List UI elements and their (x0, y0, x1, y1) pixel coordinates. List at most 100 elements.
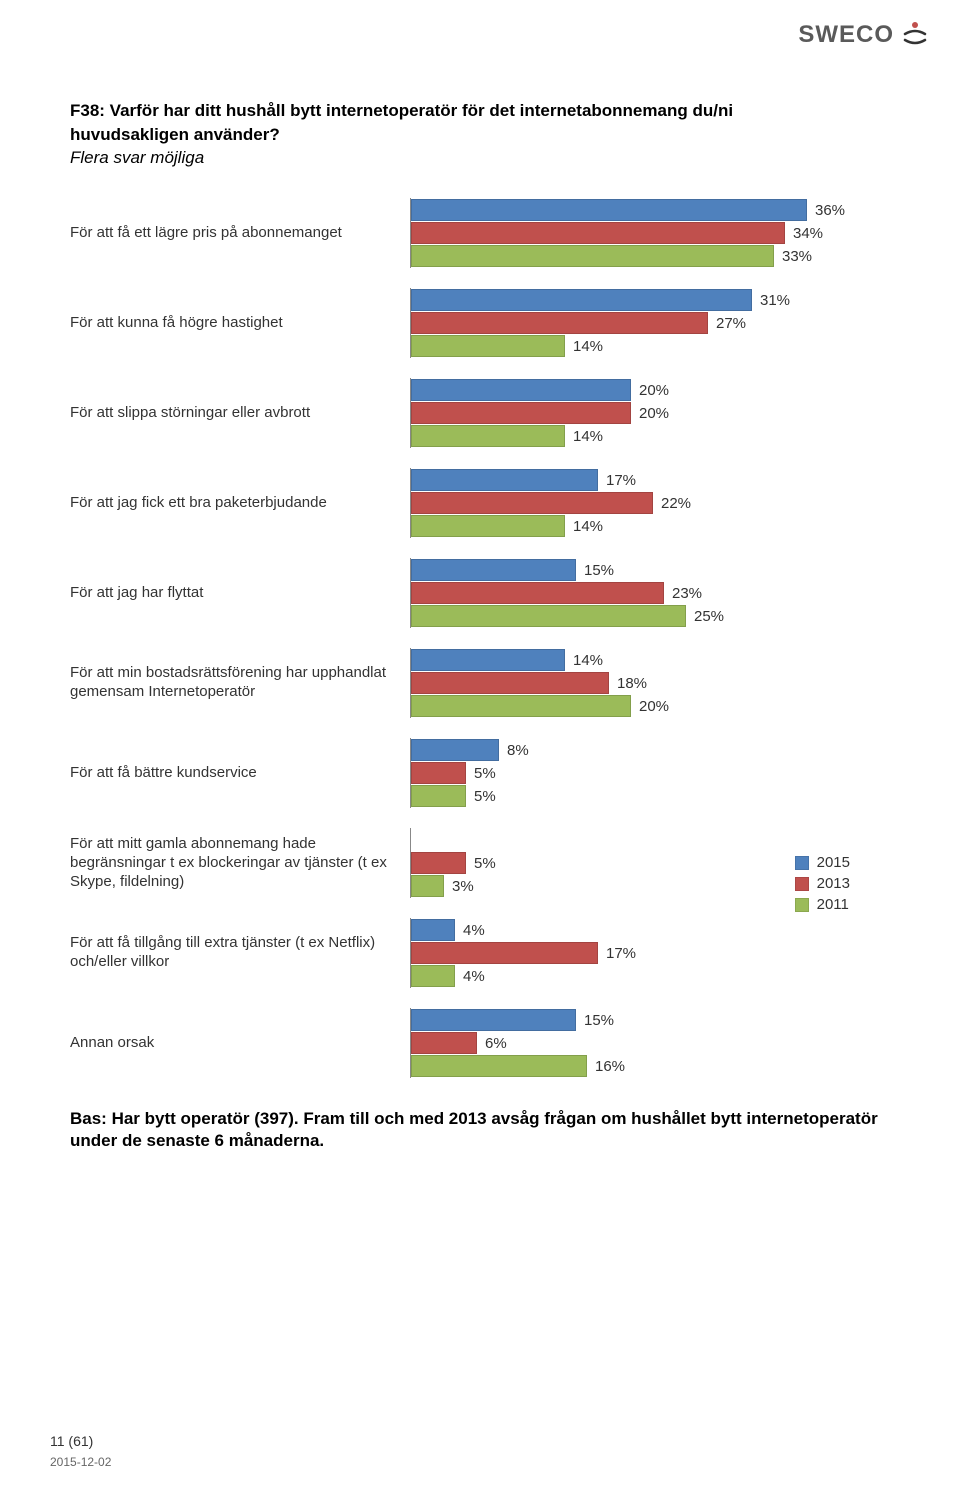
chart-row: För att få tillgång till extra tjänster … (70, 918, 890, 988)
bars-column: 4% 17% 4% (410, 918, 890, 988)
bar-value-label: 23% (672, 585, 702, 602)
bar-value-label: 5% (474, 765, 496, 782)
bar-wrap: 5% (411, 785, 890, 807)
logo: SWECO (798, 20, 930, 50)
bars-column: 15% 6% 16% (410, 1008, 890, 1078)
bar (411, 762, 466, 784)
bar-wrap: 15% (411, 1009, 890, 1031)
bar-value-label: 6% (485, 1035, 507, 1052)
bar-value-label: 3% (452, 878, 474, 895)
bar-wrap: 4% (411, 965, 890, 987)
category-label: För att jag har flyttat (70, 584, 410, 603)
legend: 201520132011 (795, 850, 850, 917)
category-label: För att slippa störningar eller avbrott (70, 404, 410, 423)
legend-label: 2013 (817, 875, 850, 892)
bar-wrap: 20% (411, 402, 890, 424)
chart-row: För att kunna få högre hastighet31%27%14… (70, 288, 890, 358)
bar (411, 312, 708, 334)
bar (411, 672, 609, 694)
chart-row: För att mitt gamla abonnemang hade begrä… (70, 828, 890, 898)
bar (411, 335, 565, 357)
bar (411, 1032, 477, 1054)
bars-column: 31%27%14% (410, 288, 890, 358)
bar-wrap: 33% (411, 245, 890, 267)
bars-column: 20% 20% 14% (410, 378, 890, 448)
legend-item: 2013 (795, 875, 850, 892)
bar (411, 559, 576, 581)
bar-wrap: 8% (411, 739, 890, 761)
bars-column: 14%18%20% (410, 648, 890, 718)
bar-value-label: 17% (606, 472, 636, 489)
page-number: 11 (61) (50, 1433, 93, 1449)
chart-title-line2: huvudsakligen använder? (70, 124, 890, 146)
bar-value-label: 20% (639, 405, 669, 422)
bar-wrap: 27% (411, 312, 890, 334)
category-label: För att mitt gamla abonnemang hade begrä… (70, 835, 410, 891)
bar-value-label: 17% (606, 945, 636, 962)
bar (411, 469, 598, 491)
bars-column: 8% 5% 5% (410, 738, 890, 808)
category-label: För att få tillgång till extra tjänster … (70, 934, 410, 972)
bar-value-label: 14% (573, 428, 603, 445)
bar-wrap: 14% (411, 649, 890, 671)
bar-wrap (411, 829, 890, 851)
logo-icon (900, 20, 930, 50)
bar-value-label: 20% (639, 382, 669, 399)
legend-swatch (795, 877, 809, 891)
bar-wrap: 20% (411, 695, 890, 717)
bar (411, 199, 807, 221)
bar (411, 1009, 576, 1031)
bar-value-label: 15% (584, 1012, 614, 1029)
legend-swatch (795, 856, 809, 870)
bar-wrap: 23% (411, 582, 890, 604)
bar-value-label: 14% (573, 652, 603, 669)
bar (411, 649, 565, 671)
chart-row: För att jag fick ett bra paketerbjudande… (70, 468, 890, 538)
bar (411, 582, 664, 604)
bar-wrap: 25% (411, 605, 890, 627)
bar-value-label: 15% (584, 562, 614, 579)
category-label: För att få bättre kundservice (70, 764, 410, 783)
bar-value-label: 25% (694, 608, 724, 625)
legend-item: 2011 (795, 896, 850, 913)
bar (411, 379, 631, 401)
bar-value-label: 33% (782, 248, 812, 265)
chart-row: För att få bättre kundservice 8% 5% 5% (70, 738, 890, 808)
bar-value-label: 4% (463, 922, 485, 939)
page-date: 2015-12-02 (50, 1455, 111, 1469)
bar (411, 875, 444, 897)
bar (411, 965, 455, 987)
bar (411, 425, 565, 447)
bar (411, 515, 565, 537)
bar-value-label: 20% (639, 698, 669, 715)
bar-wrap: 6% (411, 1032, 890, 1054)
bar (411, 942, 598, 964)
bar-wrap: 36% (411, 199, 890, 221)
bar-wrap: 31% (411, 289, 890, 311)
legend-label: 2011 (817, 896, 849, 913)
bar-wrap: 17% (411, 469, 890, 491)
bars-column: 17%22%14% (410, 468, 890, 538)
bar-value-label: 34% (793, 225, 823, 242)
bar-wrap: 15% (411, 559, 890, 581)
bar-wrap: 17% (411, 942, 890, 964)
page: SWECO F38: Varför har ditt hushåll bytt … (0, 0, 960, 1509)
bar-value-label: 16% (595, 1058, 625, 1075)
bar (411, 605, 686, 627)
bar (411, 919, 455, 941)
bar-wrap: 14% (411, 515, 890, 537)
bar-value-label: 36% (815, 202, 845, 219)
chart-subtitle: Flera svar möjliga (70, 148, 890, 168)
bar (411, 852, 466, 874)
bar-wrap: 16% (411, 1055, 890, 1077)
category-label: För att kunna få högre hastighet (70, 314, 410, 333)
chart-title-line1: F38: Varför har ditt hushåll bytt intern… (70, 100, 890, 122)
bar-value-label: 8% (507, 742, 529, 759)
bar (411, 785, 466, 807)
category-label: För att jag fick ett bra paketerbjudande (70, 494, 410, 513)
bar-value-label: 27% (716, 315, 746, 332)
bar-wrap: 14% (411, 425, 890, 447)
content: F38: Varför har ditt hushåll bytt intern… (70, 100, 890, 1152)
chart-footnote: Bas: Har bytt operatör (397). Fram till … (70, 1108, 890, 1152)
category-label: För att min bostadsrättsförening har upp… (70, 664, 410, 702)
